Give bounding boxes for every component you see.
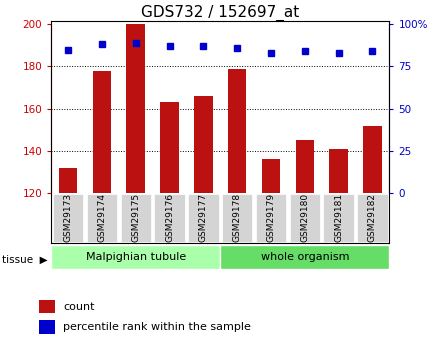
Text: GSM29182: GSM29182: [368, 193, 377, 242]
Text: GSM29181: GSM29181: [334, 193, 343, 242]
FancyBboxPatch shape: [357, 194, 388, 242]
Text: tissue  ▶: tissue ▶: [2, 255, 48, 264]
Bar: [39, 320, 55, 334]
FancyBboxPatch shape: [220, 245, 389, 269]
Text: GSM29174: GSM29174: [97, 193, 106, 242]
Bar: [160, 102, 179, 193]
Text: GSM29173: GSM29173: [64, 193, 73, 242]
Bar: [228, 69, 247, 193]
Bar: [329, 149, 348, 193]
Text: GSM29178: GSM29178: [233, 193, 242, 242]
Title: GDS732 / 152697_at: GDS732 / 152697_at: [141, 5, 299, 21]
Text: percentile rank within the sample: percentile rank within the sample: [63, 322, 251, 332]
Bar: [39, 300, 55, 313]
Text: count: count: [63, 302, 95, 312]
FancyBboxPatch shape: [222, 194, 252, 242]
Bar: [295, 140, 314, 193]
Text: GSM29176: GSM29176: [165, 193, 174, 242]
Text: GSM29175: GSM29175: [131, 193, 140, 242]
FancyBboxPatch shape: [290, 194, 320, 242]
FancyBboxPatch shape: [154, 194, 185, 242]
FancyBboxPatch shape: [121, 194, 151, 242]
Bar: [194, 96, 213, 193]
Text: GSM29177: GSM29177: [199, 193, 208, 242]
Text: GSM29180: GSM29180: [300, 193, 309, 242]
Bar: [126, 24, 145, 193]
FancyBboxPatch shape: [51, 245, 220, 269]
FancyBboxPatch shape: [53, 194, 83, 242]
Bar: [59, 168, 77, 193]
FancyBboxPatch shape: [87, 194, 117, 242]
FancyBboxPatch shape: [188, 194, 218, 242]
Text: Malpighian tubule: Malpighian tubule: [85, 252, 186, 262]
FancyBboxPatch shape: [324, 194, 354, 242]
Text: GSM29179: GSM29179: [267, 193, 275, 242]
Bar: [262, 159, 280, 193]
Bar: [363, 126, 382, 193]
FancyBboxPatch shape: [256, 194, 286, 242]
Bar: [93, 71, 111, 193]
Text: whole organism: whole organism: [261, 252, 349, 262]
